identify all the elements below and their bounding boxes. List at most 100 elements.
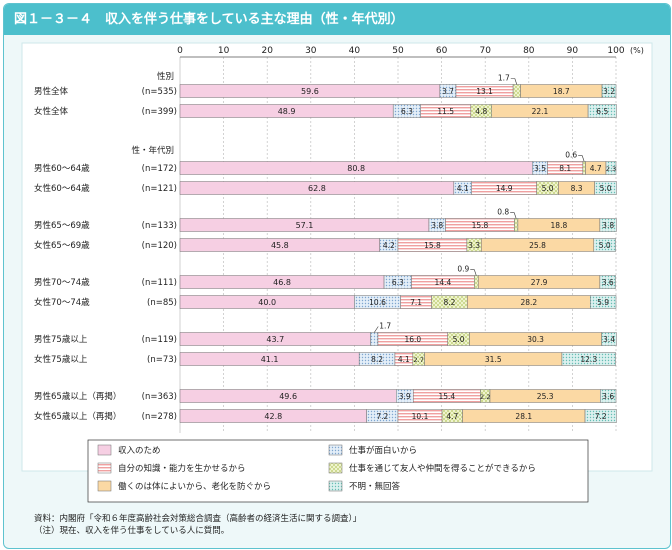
data-label: 7.2 — [595, 412, 607, 421]
data-label: 5.0 — [600, 184, 612, 193]
data-label: 5.0 — [542, 184, 554, 193]
data-label: 57.1 — [296, 221, 314, 230]
bar-segment — [599, 218, 617, 232]
row-n-label: (n=73) — [147, 355, 177, 365]
data-label: 5.9 — [597, 298, 609, 307]
data-label: 12.3 — [580, 355, 597, 364]
data-label: 4.1 — [398, 355, 410, 364]
callout-leader — [581, 155, 585, 162]
data-label: 49.6 — [279, 392, 297, 401]
data-label: 2.2 — [480, 393, 490, 401]
data-label: 59.6 — [301, 87, 319, 96]
chart-rows: 男性全体 (n=535) 59.6 3.7 13.1 1.7 18.7 3.2 女性全体 (n=3… — [34, 74, 617, 423]
data-label: 8.2 — [443, 298, 455, 307]
legend-swatch — [328, 444, 343, 456]
data-label: 0.6 — [565, 151, 577, 160]
x-tick-label: 40 — [349, 46, 361, 56]
data-label: 8.3 — [571, 184, 583, 193]
row-label: 女性70～74歳 — [34, 297, 90, 308]
data-label: 22.1 — [532, 107, 549, 116]
bar-segment — [584, 409, 617, 423]
legend-swatch — [97, 480, 112, 492]
data-label: 40.0 — [258, 298, 276, 307]
bar-segment — [601, 332, 617, 346]
x-tick-label: 50 — [392, 46, 404, 56]
legend-label: 不明・無回答 — [349, 481, 401, 492]
row-label: 女性65～69歳 — [34, 240, 90, 251]
data-label: 7.1 — [410, 298, 422, 307]
data-label: 3.3 — [468, 241, 480, 250]
data-label: 30.3 — [527, 335, 544, 344]
bar-segment — [599, 275, 616, 289]
row-n-label: (n=111) — [142, 278, 177, 288]
data-label: 3.4 — [603, 335, 615, 344]
data-label: 10.6 — [369, 298, 386, 307]
data-label: 7.2 — [376, 412, 388, 421]
legend-label: 仕事を通じて友人や仲間を得ることができるから — [349, 463, 536, 474]
chart-row: 女性全体 (n=399) 48.9 6.3 11.5 4.8 22.1 6.5 — [34, 104, 617, 118]
legend-label: 働くのは体によいから、老化を防ぐから — [118, 481, 271, 492]
data-label: 48.9 — [278, 107, 296, 116]
legend-label: 自分の知識・能力を生かせるから — [118, 463, 246, 474]
data-label: 15.4 — [438, 392, 455, 401]
x-tick-label: 60 — [436, 46, 448, 56]
data-label: 80.8 — [347, 164, 365, 173]
data-label: 13.1 — [476, 87, 493, 96]
data-label: 3.9 — [399, 392, 411, 401]
group-label: 性別 — [157, 71, 174, 82]
data-label: 28.1 — [515, 412, 532, 421]
data-label: 45.8 — [271, 241, 289, 250]
chart-row: 女性70～74歳 (n=85) 40.0 10.6 7.1 8.2 28.2 5.9 — [34, 295, 617, 309]
data-label: 6.3 — [401, 107, 413, 116]
callout-leader — [513, 212, 517, 219]
row-label: 男性75歳以上 — [34, 334, 88, 345]
chart-row: 男性70～74歳 (n=111) 46.8 6.3 14.4 0.9 27.9 3.6 — [34, 265, 616, 289]
row-n-label: (n=85) — [147, 298, 177, 308]
data-label: 0.8 — [497, 208, 509, 217]
data-label: 14.9 — [496, 184, 513, 193]
row-n-label: (n=121) — [142, 184, 177, 194]
data-label: 6.5 — [596, 107, 608, 116]
data-label: 4.8 — [475, 107, 487, 116]
data-label: 3.8 — [431, 221, 443, 230]
data-label: 42.8 — [264, 412, 282, 421]
figure-title: 図１－３－４ 収入を伴う仕事をしている主な理由（性・年代別） — [4, 4, 670, 35]
chart-row: 女性75歳以上 (n=73) 41.1 8.2 4.1 2.7 31.5 12.3 — [34, 352, 616, 366]
data-label: 27.9 — [531, 278, 548, 287]
stacked-bar-chart: 0 10 20 30 40 50 60 70 80 90 100 (%) 性別性・年代別 男性全体 (n… — [21, 42, 653, 503]
row-label: 男性65～69歳 — [34, 220, 90, 231]
chart-row: 男性65～69歳 (n=133) 57.1 3.8 15.8 0.8 18.8 3.8 — [34, 208, 617, 232]
row-label: 女性全体 — [34, 106, 69, 117]
data-label: 2.3 — [606, 165, 616, 173]
chart-row: 女性60～64歳 (n=121) 62.8 4.1 14.9 5.0 8.3 5.0 — [34, 181, 617, 195]
data-label: 4.2 — [383, 241, 395, 250]
row-label: 女性75歳以上 — [34, 354, 88, 365]
survey-note: （注）現在、収入を伴う仕事をしている人に質問。 — [34, 526, 230, 536]
data-label: 31.5 — [485, 355, 502, 364]
bar-segment — [514, 218, 519, 232]
callout-leader — [473, 269, 477, 276]
data-label: 25.8 — [529, 241, 546, 250]
data-label: 3.6 — [602, 392, 614, 401]
group-label: 性・年代別 — [131, 145, 174, 156]
data-label: 3.6 — [602, 278, 614, 287]
data-label: 3.5 — [534, 164, 546, 173]
chart-row: 女性65～69歳 (n=120) 45.8 4.2 15.8 3.3 25.8 5.0 — [34, 238, 616, 252]
bar-segment — [582, 161, 586, 175]
source-note: 資料：内閣府「令和６年度高齢社会対策総合調査（高齢者の経済生活に関する調査）」 — [34, 514, 362, 524]
data-label: 1.7 — [498, 74, 510, 83]
x-axis-ticks: 0 10 20 30 40 50 60 70 80 90 100 (%) — [177, 46, 644, 58]
legend-swatch — [328, 480, 343, 492]
bar-segment — [590, 295, 617, 309]
legend-swatch — [328, 462, 343, 474]
bar-segment — [587, 104, 617, 118]
x-tick-label: 100 — [607, 46, 624, 56]
row-n-label: (n=278) — [142, 412, 177, 422]
row-n-label: (n=120) — [142, 241, 177, 251]
chart-row: 男性60～64歳 (n=172) 80.8 3.5 8.1 0.6 4.7 2.3 — [34, 151, 617, 175]
x-tick-label: 80 — [523, 46, 535, 56]
group-labels: 性別性・年代別 — [131, 71, 174, 156]
legend-swatch — [97, 444, 112, 456]
bar-segment — [474, 275, 479, 289]
legend-label: 収入のため — [118, 445, 161, 456]
